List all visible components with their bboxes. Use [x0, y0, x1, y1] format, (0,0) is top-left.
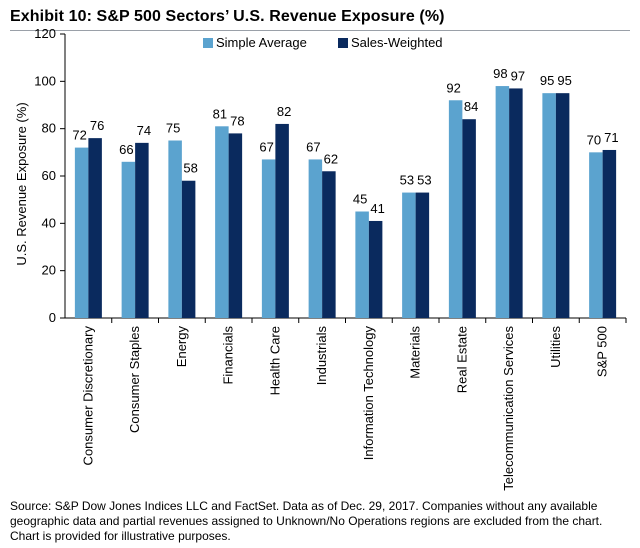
y-tick-label: 40 — [42, 215, 56, 230]
y-tick-label: 60 — [42, 168, 56, 183]
x-category-label: Materials — [408, 326, 423, 379]
data-label-sales-weighted: 41 — [370, 201, 384, 216]
data-label-simple-average: 67 — [259, 139, 273, 154]
title-divider — [10, 30, 630, 31]
data-label-simple-average: 95 — [540, 73, 554, 88]
legend-simple-average-label: Simple Average — [216, 35, 307, 50]
x-category-label: Energy — [174, 326, 189, 368]
y-tick-label: 20 — [42, 263, 56, 278]
bar-sales-weighted — [509, 88, 523, 318]
chart-title: Exhibit 10: S&P 500 Sectors’ U.S. Revenu… — [10, 8, 445, 25]
bar-sales-weighted — [602, 149, 617, 318]
bar-simple-average — [308, 159, 323, 318]
data-label-sales-weighted: 78 — [230, 113, 244, 128]
x-category-label: Consumer Discretionary — [80, 326, 95, 466]
data-label-sales-weighted: 53 — [417, 173, 431, 188]
legend-sales-weighted-swatch — [338, 38, 348, 48]
bar-simple-average — [261, 159, 276, 318]
data-label-sales-weighted: 84 — [464, 99, 478, 114]
bar-sales-weighted — [88, 138, 102, 318]
y-axis-title: U.S. Revenue Exposure (%) — [14, 102, 29, 265]
y-tick-label: 100 — [34, 73, 56, 88]
data-label-simple-average: 75 — [166, 121, 180, 136]
bar-simple-average — [355, 211, 369, 318]
bar-sales-weighted — [462, 119, 476, 318]
data-label-sales-weighted: 74 — [137, 123, 151, 138]
x-category-label: S&P 500 — [595, 326, 610, 377]
bar-sales-weighted — [275, 123, 289, 318]
x-category-label: Health Care — [267, 326, 282, 395]
data-label-simple-average: 66 — [119, 142, 133, 157]
data-label-sales-weighted: 82 — [277, 104, 291, 119]
data-label-simple-average: 70 — [587, 132, 601, 147]
data-label-simple-average: 92 — [446, 80, 460, 95]
bar-simple-average — [74, 147, 89, 318]
bar-sales-weighted — [555, 93, 570, 319]
bar-simple-average — [215, 126, 229, 318]
bar-simple-average — [402, 192, 416, 318]
data-label-sales-weighted: 76 — [90, 118, 104, 133]
bar-simple-average — [121, 161, 136, 318]
data-label-sales-weighted: 71 — [604, 130, 618, 145]
bar-simple-average — [589, 152, 603, 318]
bar-simple-average — [168, 140, 182, 318]
data-label-simple-average: 53 — [400, 173, 414, 188]
data-label-simple-average: 45 — [353, 192, 367, 207]
data-label-simple-average: 67 — [306, 139, 320, 154]
x-category-label: Consumer Staples — [127, 326, 142, 433]
bar-sales-weighted — [368, 220, 383, 318]
x-category-label: Financials — [221, 326, 236, 385]
bar-simple-average — [495, 86, 510, 318]
x-category-label: Telecommunication Services — [501, 326, 516, 491]
bar-sales-weighted — [135, 142, 149, 318]
bar-sales-weighted — [228, 133, 243, 318]
data-label-simple-average: 81 — [213, 106, 227, 121]
data-label-sales-weighted: 97 — [511, 68, 525, 83]
data-label-sales-weighted: 58 — [183, 161, 197, 176]
y-tick-label: 80 — [42, 121, 56, 136]
x-category-label: Real Estate — [454, 326, 469, 393]
data-label-simple-average: 72 — [72, 128, 86, 143]
bar-sales-weighted — [181, 180, 196, 318]
bar-chart: 0 20 40 60 80 100 120 U.S. Revenue Exposure (%)… — [14, 26, 627, 491]
data-label-simple-average: 98 — [493, 66, 507, 81]
legend-sales-weighted-label: Sales-Weighted — [351, 35, 443, 50]
data-label-sales-weighted: 62 — [324, 151, 338, 166]
data-label-sales-weighted: 95 — [557, 73, 571, 88]
legend-simple-average-swatch — [203, 38, 213, 48]
source-note: Source: S&P Dow Jones Indices LLC and Fa… — [10, 499, 603, 543]
bar-sales-weighted — [322, 171, 336, 318]
x-category-label: Utilities — [548, 326, 563, 368]
x-category-label: Information Technology — [361, 326, 376, 461]
y-tick-label: 0 — [49, 310, 56, 325]
bar-simple-average — [448, 100, 463, 319]
bar-simple-average — [542, 93, 556, 319]
x-category-label: Industrials — [314, 326, 329, 386]
bar-sales-weighted — [415, 192, 430, 318]
y-tick-label: 120 — [34, 26, 56, 41]
